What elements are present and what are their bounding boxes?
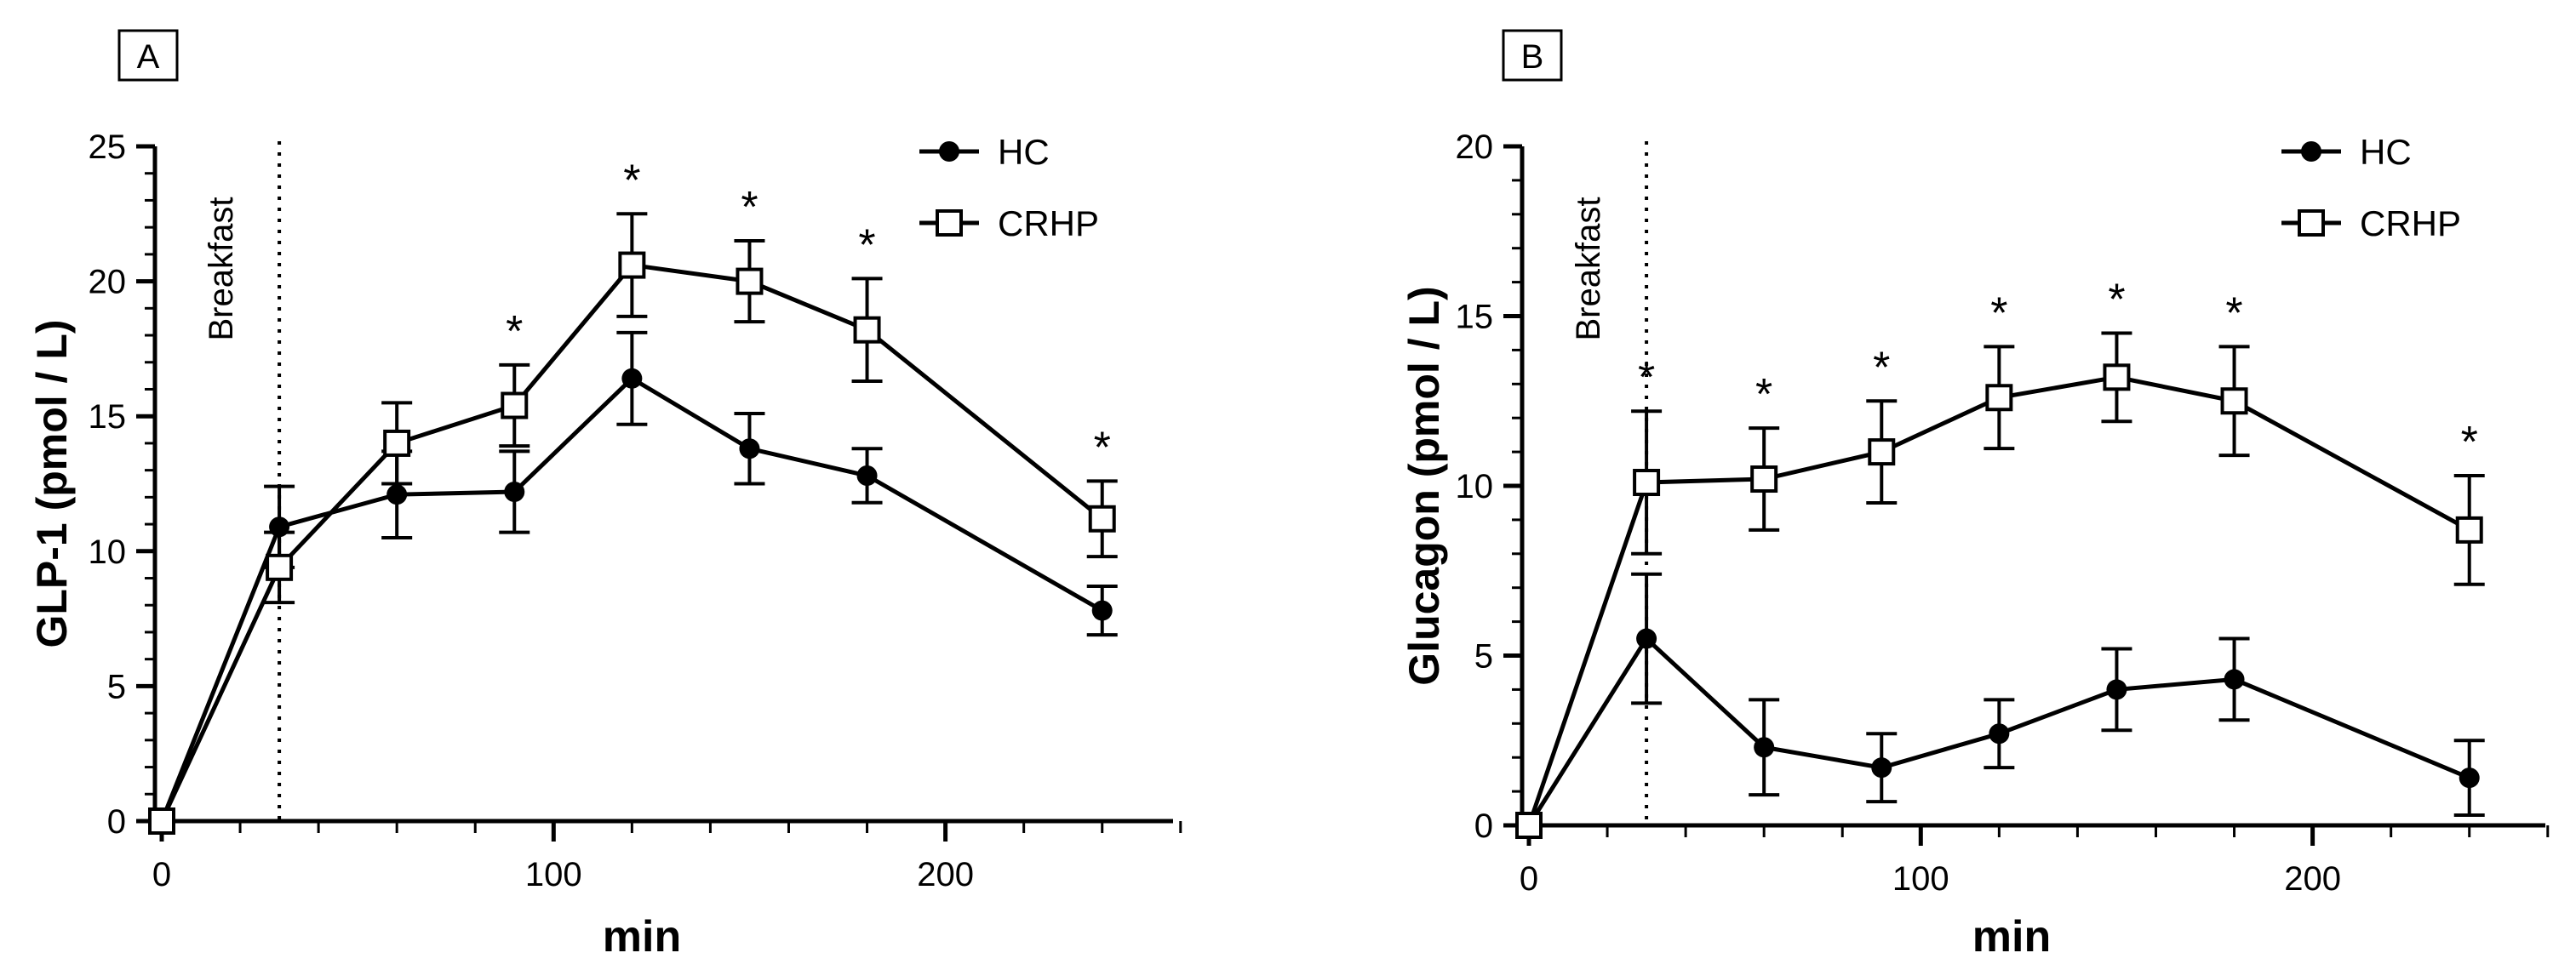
data-point (266, 553, 294, 581)
legend-marker (2301, 141, 2321, 162)
data-point (1868, 438, 1896, 466)
data-point (383, 429, 411, 457)
significance-star: * (1873, 343, 1890, 392)
data-point (1989, 723, 2010, 745)
series-crhp (1515, 331, 2485, 839)
x-tick-label: 200 (2284, 860, 2341, 898)
legend-label: CRHP (998, 203, 1099, 243)
legend-label: HC (2360, 132, 2412, 172)
series-line (159, 375, 1103, 822)
x-tick-label: 0 (152, 856, 171, 893)
data-point (501, 391, 529, 419)
data-point (1091, 600, 1113, 621)
y-axis-title: Glucagon (pmol / L) (1400, 286, 1448, 685)
significance-star: * (2225, 288, 2242, 338)
data-point (2106, 679, 2127, 700)
data-point (2459, 767, 2480, 789)
data-point (504, 482, 525, 503)
y-tick-label: 25 (89, 128, 127, 166)
panel-label-box (117, 29, 179, 82)
data-point (621, 368, 643, 389)
breakfast-label: Breakfast (1570, 197, 1607, 341)
legend-marker (2298, 209, 2325, 237)
y-tick-label: 10 (1456, 468, 1494, 505)
x-axis-title: min (603, 912, 681, 961)
significance-star: * (1638, 353, 1655, 402)
y-tick-label: 0 (107, 803, 126, 841)
data-point (1871, 757, 1892, 779)
x-tick-label: 0 (1520, 860, 1538, 898)
legend-entry-hc: HC (919, 132, 1050, 172)
x-axis-title: min (1972, 912, 2051, 961)
chart-panel-A: A 0 5 10 15 20 25 0 100 200 min GLP-1 (pmol / L) Bre… (28, 29, 1182, 961)
y-tick-label: 10 (89, 534, 127, 571)
panel-label: B (1521, 38, 1544, 76)
data-point (856, 465, 878, 486)
series-hc (152, 330, 1118, 831)
y-tick-label: 15 (1456, 299, 1494, 336)
legend-entry-hc: HC (2281, 132, 2412, 172)
legend-label: CRHP (2360, 203, 2461, 243)
data-point (1636, 628, 1657, 649)
data-point (1754, 737, 1775, 758)
y-tick-label: 0 (1474, 807, 1493, 845)
significance-star: * (2108, 275, 2125, 324)
data-point (1088, 505, 1116, 533)
significance-star: * (858, 220, 875, 270)
x-tick-label: 200 (917, 856, 974, 893)
x-tick-label: 100 (525, 856, 582, 893)
significance-star: * (1094, 423, 1111, 472)
panel-label-box (1502, 29, 1563, 82)
data-point (853, 316, 881, 344)
y-tick-label: 20 (1456, 128, 1494, 166)
data-point (148, 807, 175, 835)
data-point (2220, 387, 2248, 415)
data-point (386, 484, 408, 505)
y-tick-label: 20 (89, 264, 127, 301)
legend-marker (936, 209, 963, 237)
legend-label: HC (998, 132, 1050, 172)
data-point (1633, 469, 1661, 497)
data-point (1750, 465, 1778, 494)
data-point (736, 267, 764, 295)
panel-label: A (137, 38, 160, 76)
data-point (2455, 516, 2483, 544)
significance-star: * (506, 307, 523, 357)
significance-star: * (2461, 418, 2478, 467)
y-axis-title: GLP-1 (pmol / L) (28, 319, 76, 648)
data-point (1515, 812, 1543, 839)
significance-star: * (1990, 288, 2007, 338)
breakfast-label: Breakfast (203, 197, 240, 341)
data-point (618, 251, 646, 279)
y-tick-label: 5 (107, 668, 126, 705)
series-line (159, 262, 1104, 823)
legend-entry-crhp: CRHP (2281, 203, 2461, 243)
data-point (739, 438, 760, 459)
series-line (1526, 635, 2470, 827)
legend-entry-crhp: CRHP (919, 203, 1099, 243)
series-crhp (148, 212, 1118, 835)
significance-star: * (623, 156, 640, 205)
x-tick-label: 100 (1892, 860, 1949, 898)
series-hc (1519, 572, 2485, 836)
significance-star: * (1755, 370, 1772, 419)
data-point (2224, 669, 2245, 690)
y-tick-label: 5 (1474, 638, 1493, 676)
significance-star: * (741, 183, 758, 232)
data-point (1985, 384, 2013, 412)
series-line (1526, 374, 2470, 826)
data-point (2103, 363, 2131, 391)
y-tick-label: 15 (89, 398, 127, 436)
legend-marker (939, 141, 959, 162)
